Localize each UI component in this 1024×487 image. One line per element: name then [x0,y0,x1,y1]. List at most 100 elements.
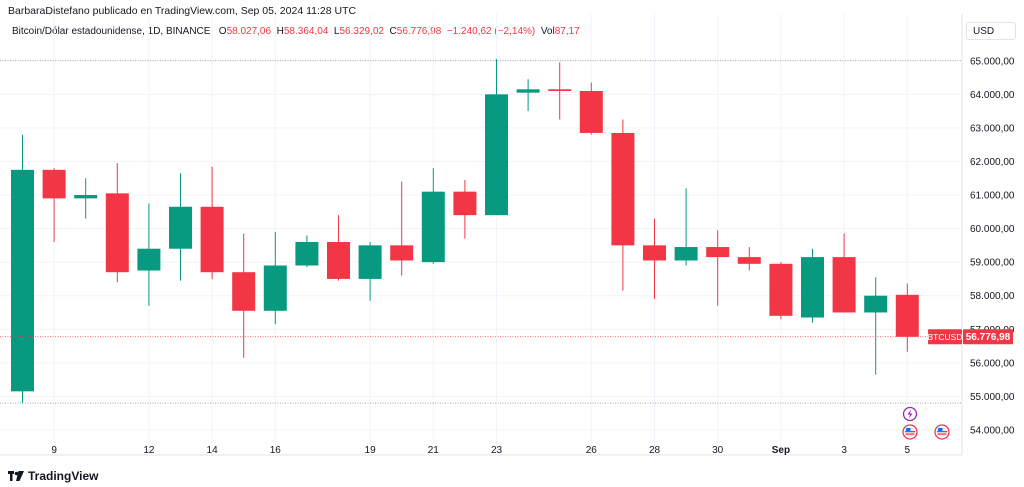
close-label: C [389,26,397,37]
candle [769,262,793,320]
candle [674,188,698,266]
price-tag-box [963,329,1013,345]
candle-body [42,169,66,199]
candle-body [390,245,414,261]
candle-body [200,206,224,273]
time-tick-label: 12 [143,445,155,456]
candle [611,119,635,291]
price-tag-value: 56.776,98 [966,332,1011,343]
candle [737,247,761,271]
low-label: L [333,26,340,37]
price-tick-label: 59.000,00 [970,258,1015,269]
low-value: 56.329,02 [339,26,384,37]
price-tick-label: 62.000,00 [970,157,1015,168]
time-tick-label: 3 [841,445,847,456]
candle-body [295,242,319,266]
candle-body [801,257,824,318]
candle [453,179,477,239]
price-tick-label: 58.000,00 [970,291,1015,302]
candle-body [263,265,287,311]
candle [42,168,66,242]
tradingview-logo-icon [8,470,24,481]
candle-body [516,89,540,93]
price-axis[interactable]: 54.000,0055.000,0056.000,0057.000,0058.0… [970,56,1015,436]
volume-label: Vol [540,26,555,37]
grid [0,14,963,456]
candle [169,173,192,281]
candle-body [737,257,761,264]
candle [295,235,319,268]
event-markers[interactable] [902,406,950,440]
candle-body [358,245,382,279]
price-tick-label: 61.000,00 [970,191,1015,202]
candle-body [232,272,256,311]
candle-body [105,193,129,273]
candle [895,283,919,352]
candle-body [706,247,730,258]
last-price-marker: BTCUSD 56.776,98 [0,329,1013,345]
volume-value: 87,17 [554,26,580,37]
price-tick-label: 55.000,00 [970,392,1015,403]
time-tick-label: 19 [365,445,377,456]
lightning-event-icon[interactable] [902,406,918,422]
time-tick-label: 26 [586,445,598,456]
time-tick-label: 21 [428,445,440,456]
candle [232,233,256,358]
tradingview-brand: TradingView [28,469,99,483]
symbol-tag-label: BTCUSD [928,332,963,342]
candle-body [769,263,793,316]
candle-body [579,90,603,133]
candle [643,218,666,300]
candle [74,178,98,219]
time-tick-label: 5 [905,445,911,456]
candle-body [74,195,98,199]
time-tick-label: 23 [491,445,503,456]
candle [327,215,350,281]
candle-body [421,191,445,263]
candle [421,168,445,264]
symbol-name[interactable]: Bitcoin/Dólar estadounidense, 1D, BINANC… [12,26,211,37]
candle [263,231,287,325]
candle-body [548,89,572,91]
candle-body [832,257,856,313]
open-value: 58.027,06 [226,26,272,37]
price-tick-label: 60.000,00 [970,224,1015,235]
us-flag-event-icon[interactable] [934,424,950,440]
price-tick-label: 65.000,00 [970,56,1015,67]
candle-body [611,132,635,246]
price-tick-label: 63.000,00 [970,123,1015,134]
time-tick-label: 16 [270,445,282,456]
candle [11,134,34,404]
candle [137,203,161,306]
candle [105,163,129,283]
footer[interactable]: TradingView [8,469,98,483]
time-tick-label: 28 [649,445,661,456]
candle [548,62,572,120]
price-tick-label: 54.000,00 [970,425,1015,436]
time-axis[interactable]: 9 12 14 16 19 21 23 26 28 30 Sep 3 5 [51,445,910,456]
currency-button[interactable]: USD [966,22,1016,40]
candle-body [485,94,508,216]
candle [200,166,224,279]
candle [832,233,856,313]
candle [390,181,414,276]
symbol-tag-box [928,329,962,345]
close-value: 56.776,98 [396,26,442,37]
open-label: O [218,26,227,37]
time-tick-label: 9 [51,445,57,456]
reference-lines [0,60,962,404]
time-tick-label: 30 [712,445,724,456]
candle-body [674,247,698,261]
candle-body [643,245,666,261]
high-label: H [276,26,284,37]
candle-body [327,242,350,279]
us-flag-event-icon[interactable] [902,424,918,440]
candle-body [137,248,161,271]
time-tick-label: 14 [207,445,219,456]
symbol-legend: Bitcoin/Dólar estadounidense, 1D, BINANC… [12,26,580,37]
candle [801,248,824,323]
candle-body [11,169,34,392]
price-tick-label: 56.000,00 [970,358,1015,369]
price-tick-label: 64.000,00 [970,90,1015,101]
